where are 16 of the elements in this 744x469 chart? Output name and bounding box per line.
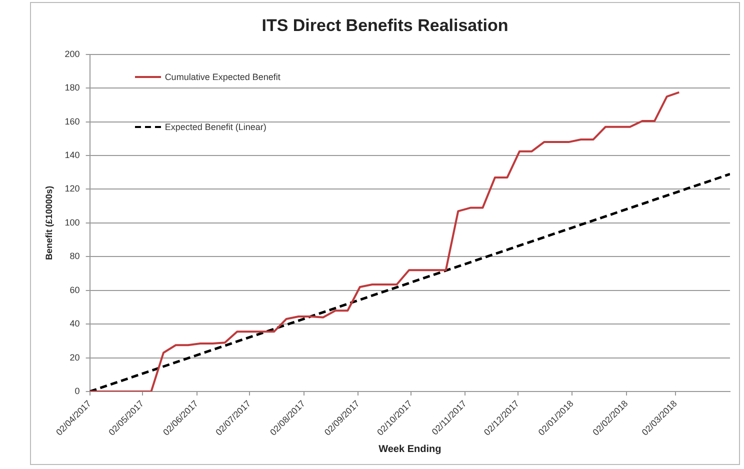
chart-title: ITS Direct Benefits Realisation <box>262 16 508 35</box>
y-tick-label: 40 <box>70 318 80 329</box>
y-tick-label: 180 <box>64 82 80 93</box>
y-tick-label: 60 <box>70 284 80 295</box>
y-tick-label: 120 <box>64 184 80 194</box>
y-tick-label: 140 <box>64 150 80 160</box>
y-tick-label: 20 <box>70 352 80 362</box>
y-tick-label: 160 <box>64 116 80 126</box>
y-tick-label: 0 <box>74 386 80 396</box>
y-tick-label: 200 <box>64 48 80 59</box>
y-axis-title: Benefit (£10000s) <box>44 186 54 260</box>
y-tick-label: 100 <box>64 217 80 228</box>
legend-label: Expected Benefit (Linear) <box>164 122 266 132</box>
legend-label: Cumulative Expected Benefit <box>164 72 280 82</box>
x-axis-title: Week Ending <box>378 444 442 455</box>
y-tick-label: 80 <box>70 251 80 262</box>
